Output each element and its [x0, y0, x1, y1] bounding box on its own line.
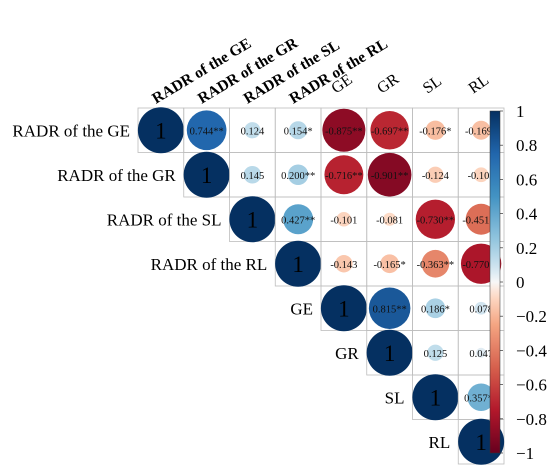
cell-value-label: -0.451**: [462, 215, 500, 226]
cell-value-label: 0.815**: [373, 304, 407, 315]
colorbar-tick-label: 1: [516, 102, 525, 121]
diagonal-label: 1: [384, 341, 396, 366]
cell-value-label: -0.730**: [417, 215, 455, 226]
correlation-circle: [322, 108, 366, 152]
correlation-circle: [320, 285, 367, 332]
colorbar-tick-label: 0.8: [516, 136, 537, 155]
correlation-circle: [467, 383, 495, 411]
correlation-circle: [383, 212, 397, 226]
cell-value-label: -0.103: [468, 171, 495, 182]
row-label: RADR of the GE: [12, 121, 130, 140]
correlation-circle: [336, 211, 352, 227]
cell-value-label: -0.176*: [419, 126, 451, 137]
colorbar-tick-label: −0.4: [516, 341, 547, 360]
colorbar-gradient: [489, 110, 501, 454]
cell-value-label: -0.697**: [371, 126, 409, 137]
correlation-circle: [275, 240, 322, 287]
column-label: SL: [420, 73, 445, 98]
diagonal-label: 1: [292, 252, 304, 277]
cell-value-label: 0.186*: [421, 304, 450, 315]
correlation-circle: [427, 166, 444, 183]
colorbar-tick-label: 0.4: [516, 205, 538, 224]
cell-value-label: 0.427**: [281, 215, 315, 226]
cell-value-label: 0.200**: [281, 171, 315, 182]
column-label: RL: [466, 72, 493, 98]
cell-value-label: -0.363**: [417, 260, 455, 271]
correlation-circle: [287, 164, 309, 186]
correlation-circle: [366, 329, 413, 376]
colorbar: 1 0.8 0.6 0.4 0.2 0 −0.2 −0.4 −0.6 −0.8 −1: [489, 102, 547, 463]
correlation-circle: [425, 298, 446, 319]
cell-value-label: 0.145: [241, 171, 265, 182]
correlation-circle: [370, 111, 409, 150]
correlation-circle: [183, 151, 230, 198]
correlation-circle: [465, 203, 497, 235]
correlation-circle: [415, 199, 456, 239]
correlation-circle: [335, 255, 353, 273]
row-label: RADR of the RL: [151, 255, 268, 274]
cell-value-label: 0.357**: [464, 393, 498, 404]
diagonal-label: 1: [430, 385, 442, 410]
row-label: RADR of the GR: [57, 166, 176, 185]
diagonal-label: 1: [247, 207, 259, 232]
cell-value-label: -0.875**: [325, 126, 363, 137]
correlation-circle: [473, 167, 489, 183]
correlation-circle: [137, 107, 184, 154]
correlation-circle: [243, 165, 262, 184]
correlation-circle: [412, 374, 459, 421]
correlation-circle: [283, 204, 314, 235]
row-label: GE: [290, 299, 313, 318]
correlation-circle: [367, 152, 412, 197]
cell-value-label: 0.125: [424, 349, 448, 360]
cell-value-label: -0.101: [330, 215, 357, 226]
correlation-circle: [380, 254, 399, 274]
column-label: GR: [374, 70, 402, 97]
row-label: RADR of the SL: [107, 210, 222, 229]
correlation-circle: [289, 121, 308, 140]
correlation-circle: [229, 196, 276, 243]
colorbar-tick-label: −0.8: [516, 410, 547, 429]
colorbar-tick-label: 0.2: [516, 239, 537, 258]
cell-value-label: 0.047: [469, 349, 493, 360]
correlation-circle: [186, 110, 227, 151]
correlation-circle: [471, 120, 491, 140]
cell-value-label: 0.124: [241, 126, 265, 137]
cell-value-label: -0.124: [422, 171, 450, 182]
correlation-circle: [421, 249, 450, 278]
colorbar-tick-label: 0.6: [516, 170, 537, 189]
cell-value-label: -0.143: [330, 260, 357, 271]
cell-value-label: 0.078: [469, 304, 493, 315]
correlation-circle: [244, 122, 261, 139]
row-label: GR: [335, 344, 359, 363]
cell-value-label: -0.716**: [325, 171, 363, 182]
correlation-circle: [368, 287, 411, 330]
cell-value-label: -0.165*: [373, 260, 405, 271]
cell-value-label: -0.901**: [371, 171, 409, 182]
correlation-circle: [425, 120, 446, 140]
correlation-circle: [474, 301, 488, 315]
diagonal-label: 1: [155, 118, 167, 143]
row-labels: RADR of the GE RADR of the GR RADR of the …: [12, 121, 450, 452]
row-label: RL: [429, 433, 451, 452]
diagonal-label: 1: [475, 430, 487, 455]
cell-value-label: 0.744**: [190, 126, 224, 137]
row-label: SL: [385, 388, 405, 407]
colorbar-tick-label: −0.2: [516, 307, 547, 326]
cell-value-label: -0.770**: [462, 260, 500, 271]
correlation-circle: [324, 155, 364, 195]
matrix-cells: 1 0.744** 0.124 0.154* -0.875** -0.697** -0.17…: [137, 107, 505, 465]
colorbar-tick-label: 0: [516, 273, 525, 292]
cell-value-label: 0.154*: [284, 126, 313, 137]
cell-value-label: -0.081: [376, 215, 403, 226]
colorbar-tick-label: −1: [516, 444, 534, 463]
colorbar-tick-label: −0.6: [516, 376, 547, 395]
correlation-circle: [476, 347, 487, 358]
diagonal-label: 1: [201, 163, 213, 188]
correlation-circle: [427, 344, 444, 361]
diagonal-label: 1: [338, 296, 350, 321]
cell-value-label: -0.169*: [465, 126, 497, 137]
